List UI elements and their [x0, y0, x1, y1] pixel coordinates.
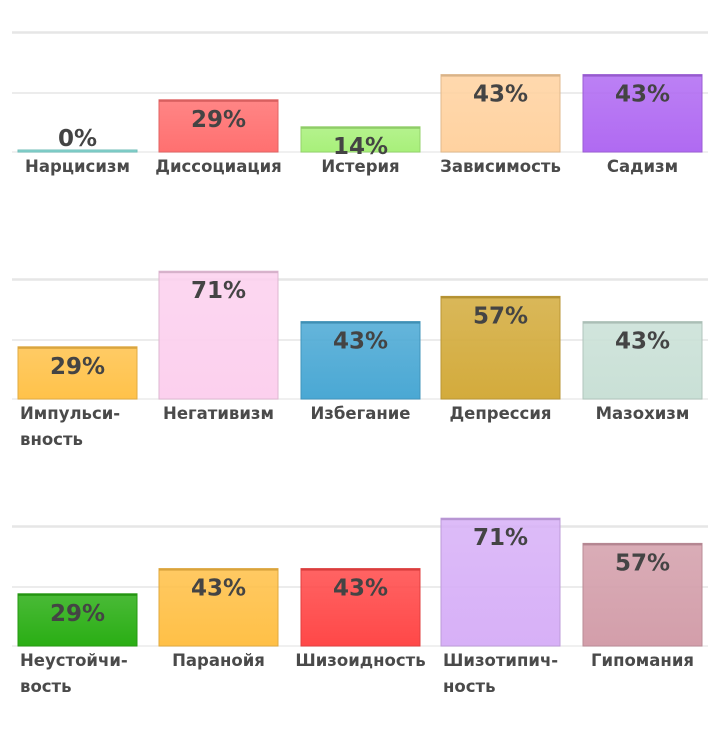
category-label: Депрессия — [449, 404, 551, 423]
bar — [582, 542, 703, 647]
bar-top-edge — [441, 296, 560, 299]
bar-top-edge — [159, 271, 278, 274]
bar-top-edge — [18, 593, 137, 596]
category-label: Шизоидность — [295, 651, 425, 670]
value-label: 57% — [473, 303, 528, 329]
value-label: 57% — [615, 550, 670, 576]
value-label: 29% — [50, 601, 105, 627]
bar — [582, 74, 703, 153]
bar-group: 29% Неустойчи-вость — [17, 593, 138, 696]
bar — [158, 270, 279, 400]
value-label: 43% — [191, 576, 246, 602]
value-label: 43% — [473, 82, 528, 108]
category-label: Избегание — [310, 404, 410, 423]
category-label: Негативизм — [163, 404, 274, 423]
bar-group: 14%Истерия — [300, 126, 421, 176]
value-label: 43% — [615, 82, 670, 108]
bar-group: 0% Нарцисизм — [17, 126, 138, 176]
value-label: 29% — [191, 107, 246, 133]
category-label: вость — [20, 677, 72, 696]
bar-group: 71% Негативизм — [158, 270, 279, 423]
category-label: Гипомания — [591, 651, 694, 670]
category-label: Зависимость — [440, 157, 561, 176]
bar-top-edge — [159, 99, 278, 102]
value-label: 43% — [333, 576, 388, 602]
value-label: 29% — [50, 354, 105, 380]
bar-top-edge — [301, 321, 420, 324]
bar — [17, 149, 138, 153]
bar-top-edge — [441, 518, 560, 521]
category-label: ность — [443, 677, 496, 696]
bar-group: 43% Избегание — [300, 321, 421, 423]
bar-top-edge — [583, 543, 702, 546]
value-label: 71% — [473, 525, 528, 551]
category-label: Мазохизм — [596, 404, 690, 423]
bar — [300, 568, 421, 647]
bar-top-edge — [583, 74, 702, 77]
bar-top-edge — [18, 346, 137, 349]
bar-top-edge — [583, 321, 702, 324]
bar-group: 57% Гипомания — [582, 542, 703, 670]
bar — [17, 593, 138, 647]
value-label: 0% — [58, 126, 97, 152]
bar-group: 29% Импульси-вность — [17, 346, 138, 449]
category-label: Нарцисизм — [25, 157, 130, 176]
bar-group: 43% Шизоидность — [295, 568, 426, 670]
bar-group: 29% Диссоциация — [155, 99, 282, 176]
bar — [300, 321, 421, 400]
bar-group: 57% Депрессия — [440, 295, 561, 423]
bar-group: 43% Садизм — [582, 74, 703, 176]
category-label: Садизм — [607, 157, 678, 176]
bar-top-edge — [159, 568, 278, 571]
bar — [440, 517, 561, 647]
bar — [158, 568, 279, 647]
bar-top-edge — [301, 568, 420, 571]
bar — [440, 74, 561, 153]
value-label: 43% — [615, 329, 670, 355]
bar-top-edge — [441, 74, 560, 77]
category-label: Истерия — [321, 157, 399, 176]
category-label: Неустойчи- — [20, 651, 128, 670]
category-label: Шизотипич- — [443, 651, 558, 670]
value-label: 43% — [333, 329, 388, 355]
bar — [17, 346, 138, 400]
bar-group: 43% Мазохизм — [582, 321, 703, 423]
category-label: Паранойя — [172, 651, 265, 670]
bar-group: 43% Паранойя — [158, 568, 279, 670]
bar-group: 43% Зависимость — [440, 74, 561, 176]
category-label: вность — [20, 430, 83, 449]
bar — [582, 321, 703, 400]
category-label: Импульси- — [20, 404, 120, 423]
value-label: 71% — [191, 278, 246, 304]
bar — [158, 99, 279, 153]
category-label: Диссоциация — [155, 157, 281, 176]
bar — [440, 295, 561, 400]
value-label: 14% — [333, 134, 388, 160]
bar-top-edge — [301, 126, 420, 129]
bar-group: 71% Шизотипич-ность — [440, 517, 561, 696]
